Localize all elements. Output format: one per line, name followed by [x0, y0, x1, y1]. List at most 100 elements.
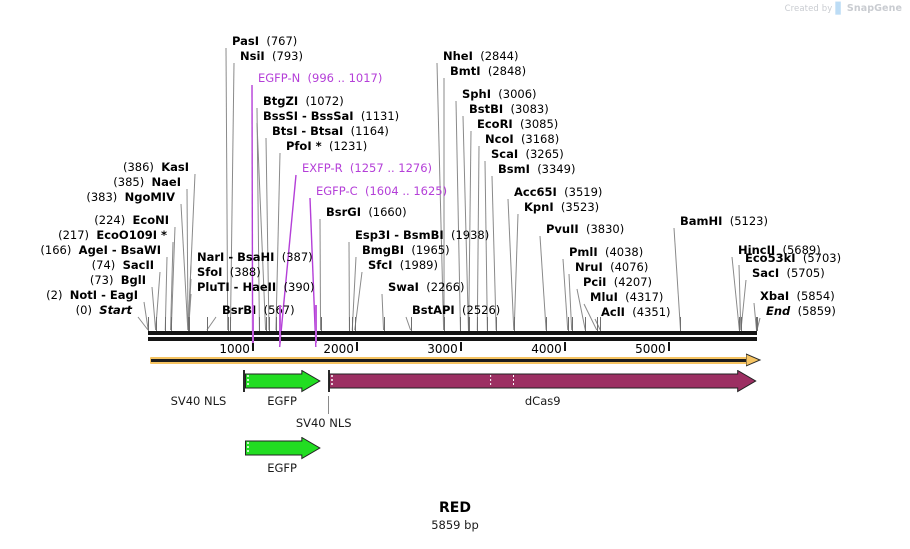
restriction-site-label[interactable]: SphI (3006)	[462, 88, 537, 100]
restriction-site-label[interactable]: BamHI (5123)	[680, 215, 768, 227]
site-name: SfoI	[197, 265, 223, 279]
feature-arrow-dcas9[interactable]	[329, 369, 758, 398]
feature-arrow-egfp[interactable]	[244, 436, 322, 465]
restriction-site-label[interactable]: BtgZI (1072)	[263, 95, 344, 107]
restriction-site-label[interactable]: (166) AgeI - BsaWI	[12, 244, 161, 256]
site-position: (3085)	[520, 117, 559, 131]
restriction-site-label[interactable]: PasI (767)	[232, 35, 297, 47]
restriction-site-label[interactable]: BstAPI (2526)	[412, 304, 500, 316]
restriction-site-label[interactable]: PluTI - HaeII (390)	[197, 281, 314, 293]
site-leader-line	[738, 264, 742, 331]
feature-nls-marker[interactable]	[242, 370, 245, 392]
cut-site-tick	[468, 317, 470, 331]
snapgene-watermark: Created by ▋ SnapGene	[785, 3, 902, 14]
restriction-site-label[interactable]: (385) NaeI	[98, 176, 181, 188]
restriction-site-label[interactable]: (73) BglI	[64, 274, 146, 286]
restriction-site-label[interactable]: PmlI (4038)	[569, 246, 643, 258]
site-position: (0)	[75, 303, 92, 317]
site-position: (1231)	[328, 139, 368, 153]
site-position: (4038)	[604, 245, 644, 259]
restriction-site-label[interactable]: BmgBI (1965)	[362, 244, 450, 256]
restriction-site-label[interactable]: (0) Start	[57, 304, 132, 316]
restriction-site-label[interactable]: PciI (4207)	[583, 276, 652, 288]
restriction-site-label[interactable]: BsrBI (567)	[222, 304, 295, 316]
restriction-site-label[interactable]: EcoRI (3085)	[477, 118, 558, 130]
restriction-site-label[interactable]: (217) EcoO109I *	[36, 229, 167, 241]
site-name: BstBI	[469, 102, 504, 116]
restriction-site-label[interactable]: NarI - BsaHI (387)	[197, 251, 313, 263]
restriction-site-label[interactable]: BsmI (3349)	[498, 163, 575, 175]
restriction-site-label[interactable]: BmtI (2848)	[450, 65, 526, 77]
cut-site-tick	[496, 317, 498, 331]
site-position: (1965)	[411, 243, 450, 257]
site-position: (3519)	[564, 185, 603, 199]
site-position: (5123)	[729, 214, 768, 228]
feature-label: SV40 NLS	[170, 394, 227, 408]
site-leader-line	[180, 203, 189, 331]
restriction-site-label[interactable]: ScaI (3265)	[491, 148, 564, 160]
restriction-site-label[interactable]: Acc65I (3519)	[514, 186, 602, 198]
site-name: BmgBI	[362, 243, 405, 257]
ruler-tick-label: 5000	[635, 342, 666, 356]
restriction-site-label[interactable]: (74) SacII	[62, 259, 154, 271]
restriction-site-label[interactable]: XbaI (5854)	[760, 290, 835, 302]
primer-name: EXFP-R	[302, 161, 343, 175]
cut-site-tick	[460, 317, 462, 331]
primer-label[interactable]: EXFP-R (1257 .. 1276)	[302, 162, 432, 174]
cut-site-tick	[756, 317, 758, 331]
restriction-site-label[interactable]: SfcI (1989)	[368, 259, 438, 271]
site-name: SphI	[462, 87, 491, 101]
site-name: PvuII	[546, 222, 579, 236]
feature-arrow-egfp[interactable]	[244, 369, 322, 398]
restriction-site-label[interactable]: (2) NotI - EagI	[18, 289, 138, 301]
restriction-site-label[interactable]: Eco53kI (5703)	[745, 252, 841, 264]
primer-label[interactable]: EGFP-C (1604 .. 1625)	[316, 185, 447, 197]
restriction-site-label[interactable]: BstBI (3083)	[469, 103, 549, 115]
site-name: XbaI	[760, 289, 790, 303]
restriction-site-label[interactable]: SwaI (2266)	[388, 281, 465, 293]
site-leader-line	[673, 227, 681, 331]
cut-site-tick	[757, 317, 758, 331]
restriction-site-label[interactable]: NheI (2844)	[443, 50, 518, 62]
cut-site-tick	[259, 317, 261, 331]
cut-site-tick	[148, 317, 149, 331]
feature-arrow-shape	[244, 436, 321, 460]
restriction-site-label[interactable]: KpnI (3523)	[524, 201, 599, 213]
ruler-tick-label: 1000	[219, 342, 250, 356]
site-position: (793)	[272, 49, 303, 63]
restriction-site-label[interactable]: AclI (4351)	[601, 306, 671, 318]
restriction-site-label[interactable]: BssSI - BssSaI (1131)	[263, 110, 399, 122]
restriction-site-label[interactable]: SacI (5705)	[752, 267, 825, 279]
restriction-site-label[interactable]: End (5859)	[766, 305, 836, 317]
restriction-site-label[interactable]: (386) KasI	[114, 161, 189, 173]
restriction-site-label[interactable]: Esp3I - BsmBI (1938)	[355, 229, 489, 241]
restriction-site-label[interactable]: PfoI * (1231)	[286, 140, 367, 152]
cut-site-tick	[352, 317, 354, 331]
restriction-site-label[interactable]: PvuII (3830)	[546, 223, 624, 235]
site-position: (3168)	[520, 132, 560, 146]
site-position: (3083)	[510, 102, 549, 116]
primer-label[interactable]: EGFP-N (996 .. 1017)	[258, 72, 382, 84]
cut-site-tick	[268, 317, 270, 331]
restriction-site-label[interactable]: (383) NgoMIV	[70, 191, 175, 203]
restriction-site-label[interactable]: NcoI (3168)	[485, 133, 559, 145]
site-position: (2526)	[462, 303, 501, 317]
cut-site-tick	[275, 317, 277, 331]
restriction-site-label[interactable]: MluI (4317)	[590, 291, 663, 303]
restriction-site-label[interactable]: BtsI - BtsaI (1164)	[272, 125, 389, 137]
restriction-site-label[interactable]: NsiI (793)	[240, 50, 303, 62]
feature-arrow-shape	[244, 369, 321, 393]
cut-site-tick	[596, 317, 598, 331]
restriction-site-label[interactable]: NruI (4076)	[575, 261, 648, 273]
restriction-site-label[interactable]: BsrGI (1660)	[326, 206, 407, 218]
feature-leader-line	[327, 396, 329, 414]
restriction-site-label[interactable]: HincII (5689)	[738, 244, 821, 256]
site-name: HincII	[738, 243, 776, 257]
site-position: (3523)	[560, 200, 600, 214]
restriction-site-label[interactable]: SfoI (388)	[197, 266, 261, 278]
restriction-site-label[interactable]: (224) EcoNI	[78, 214, 169, 226]
site-name: BmtI	[450, 64, 481, 78]
watermark-prefix: Created by	[784, 3, 833, 14]
feature-nls-marker[interactable]	[327, 370, 330, 392]
